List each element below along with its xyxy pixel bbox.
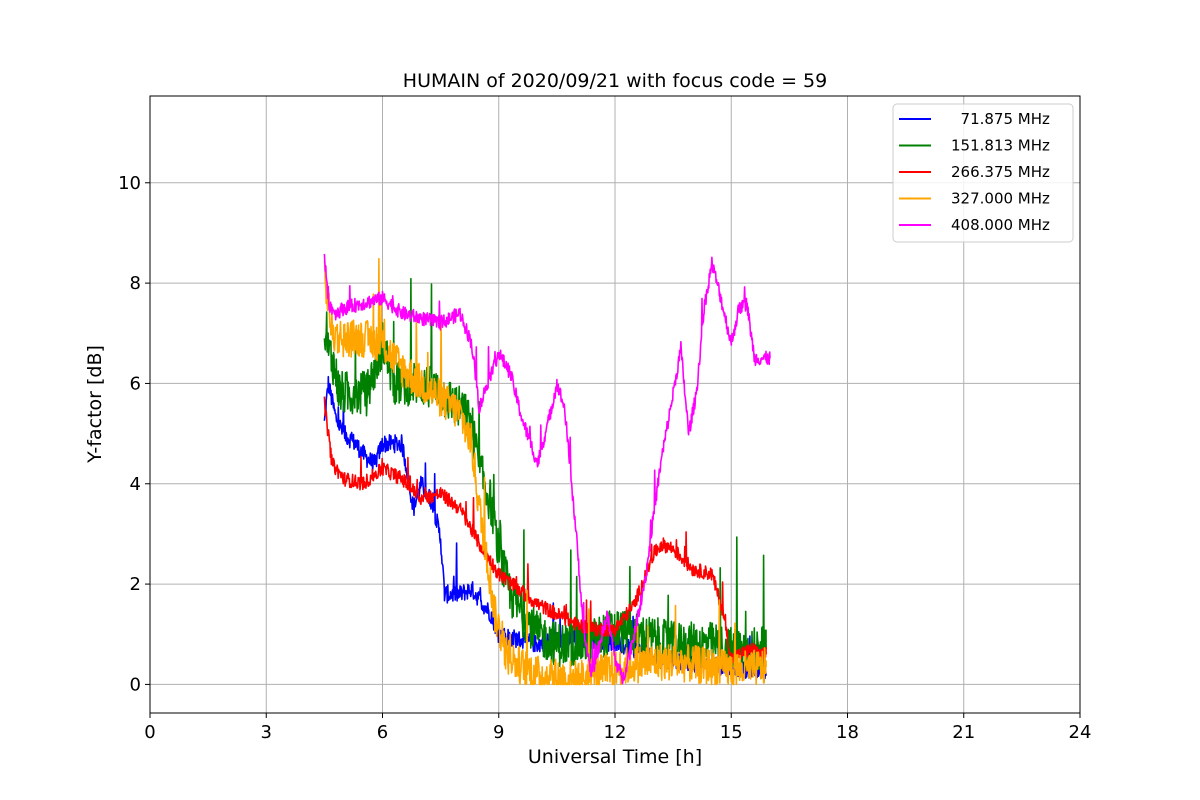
x-axis: 0 3 6 9 12 15 18 21 24 [144,713,1091,743]
legend-label-1: 151.813 MHz [951,137,1050,155]
series-line-1 [323,277,767,673]
x-tick-label: 9 [493,722,504,743]
y-tick-label: 4 [130,474,141,495]
y-tick-label: 10 [118,173,141,194]
chart-title: HUMAIN of 2020/09/21 with focus code = 5… [403,70,827,92]
x-tick-label: 0 [144,722,155,743]
legend: 71.875 MHz 151.813 MHz 266.375 MHz 327.000 … [892,103,1074,243]
x-tick-label: 18 [836,722,859,743]
y-tick-label: 0 [130,674,141,695]
x-tick-label: 24 [1069,722,1092,743]
x-tick-label: 6 [377,722,388,743]
legend-label-2: 266.375 MHz [951,163,1050,181]
x-axis-label: Universal Time [h] [528,746,702,768]
y-tick-label: 2 [130,574,141,595]
legend-label-3: 327.000 MHz [951,190,1050,208]
legend-box [892,103,1074,243]
x-tick-label: 12 [604,722,627,743]
series-line-2 [323,396,767,664]
x-tick-label: 15 [720,722,743,743]
series-line-3 [323,257,767,686]
y-tick-label: 8 [130,273,141,294]
series-line-4 [323,253,771,685]
y-tick-label: 6 [130,373,141,394]
x-tick-label: 3 [261,722,272,743]
series-layer [323,253,771,686]
legend-label-0: 71.875 MHz [951,110,1050,128]
y-axis: 0 2 4 6 8 10 [118,173,150,695]
legend-label-4: 408.000 MHz [951,216,1050,234]
y-axis-label: Y-factor [dB] [84,345,106,464]
x-tick-label: 21 [952,722,975,743]
